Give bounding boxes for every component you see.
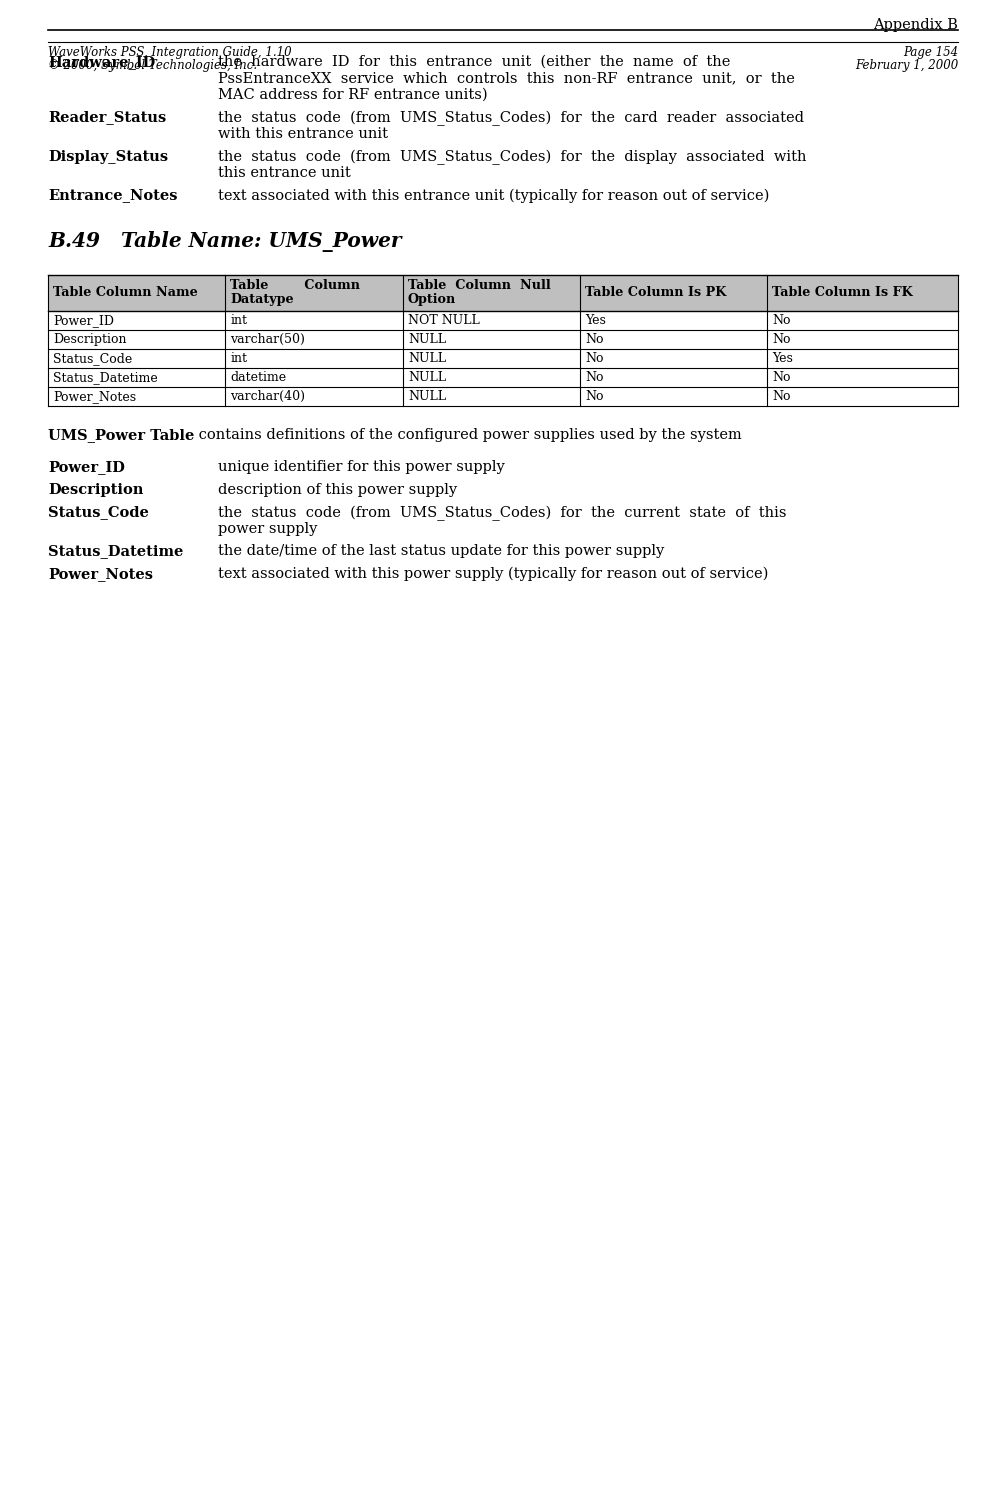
Text: with this entrance unit: with this entrance unit: [218, 127, 388, 140]
Text: Power_Notes: Power_Notes: [48, 568, 153, 581]
Text: Power_ID: Power_ID: [48, 460, 125, 475]
Text: the  hardware  ID  for  this  entrance  unit  (either  the  name  of  the: the hardware ID for this entrance unit (…: [218, 55, 731, 69]
Text: MAC address for RF entrance units): MAC address for RF entrance units): [218, 88, 488, 102]
Text: UMS_Power Table: UMS_Power Table: [48, 427, 194, 442]
Text: datetime: datetime: [231, 371, 286, 384]
Text: contains definitions of the configured power supplies used by the system: contains definitions of the configured p…: [194, 427, 742, 442]
Text: NULL: NULL: [408, 333, 446, 347]
Text: Status_Code: Status_Code: [53, 353, 133, 365]
Text: Datatype: Datatype: [231, 293, 294, 306]
Text: the date/time of the last status update for this power supply: the date/time of the last status update …: [218, 544, 664, 559]
Text: the  status  code  (from  UMS_Status_Codes)  for  the  display  associated  with: the status code (from UMS_Status_Codes) …: [218, 149, 807, 164]
Text: Table        Column: Table Column: [231, 278, 360, 291]
Text: PssEntranceXX  service  which  controls  this  non-RF  entrance  unit,  or  the: PssEntranceXX service which controls thi…: [218, 72, 795, 85]
Text: Entrance_Notes: Entrance_Notes: [48, 188, 177, 203]
Text: the  status  code  (from  UMS_Status_Codes)  for  the  card  reader  associated: the status code (from UMS_Status_Codes) …: [218, 111, 804, 125]
Text: int: int: [231, 314, 248, 327]
Text: No: No: [585, 353, 604, 365]
Text: No: No: [772, 314, 790, 327]
Text: Yes: Yes: [772, 353, 793, 365]
Text: NOT NULL: NOT NULL: [408, 314, 479, 327]
Text: Option: Option: [408, 293, 456, 306]
Text: Description: Description: [53, 333, 127, 347]
Text: Hardware_ID: Hardware_ID: [48, 55, 155, 69]
Text: No: No: [772, 371, 790, 384]
Text: the  status  code  (from  UMS_Status_Codes)  for  the  current  state  of  this: the status code (from UMS_Status_Codes) …: [218, 505, 786, 521]
Text: text associated with this power supply (typically for reason out of service): text associated with this power supply (…: [218, 568, 768, 581]
Text: B.49   Table Name: UMS_Power: B.49 Table Name: UMS_Power: [48, 232, 402, 252]
Text: NULL: NULL: [408, 371, 446, 384]
Text: Status_Datetime: Status_Datetime: [48, 544, 183, 559]
Text: Description: Description: [48, 483, 144, 498]
Text: No: No: [772, 333, 790, 347]
Text: text associated with this entrance unit (typically for reason out of service): text associated with this entrance unit …: [218, 188, 769, 203]
Text: NULL: NULL: [408, 390, 446, 403]
Text: this entrance unit: this entrance unit: [218, 166, 350, 179]
Text: No: No: [585, 371, 604, 384]
Text: Power_ID: Power_ID: [53, 314, 114, 327]
Text: Table Column Name: Table Column Name: [53, 287, 198, 299]
Text: description of this power supply: description of this power supply: [218, 483, 457, 498]
Text: Page 154: Page 154: [903, 46, 958, 58]
Text: Status_Datetime: Status_Datetime: [53, 371, 157, 384]
Bar: [48, 275, 958, 311]
Text: WaveWorks PSS, Integration Guide, 1.10: WaveWorks PSS, Integration Guide, 1.10: [48, 46, 292, 58]
Text: Reader_Status: Reader_Status: [48, 111, 166, 124]
Text: No: No: [585, 333, 604, 347]
Text: int: int: [231, 353, 248, 365]
Text: varchar(40): varchar(40): [231, 390, 306, 403]
Text: © 2000, Symbol Technologies, Inc.: © 2000, Symbol Technologies, Inc.: [48, 58, 257, 72]
Text: Yes: Yes: [585, 314, 606, 327]
Text: Table  Column  Null: Table Column Null: [408, 278, 550, 291]
Text: Table Column Is FK: Table Column Is FK: [772, 287, 913, 299]
Text: power supply: power supply: [218, 521, 318, 536]
Text: varchar(50): varchar(50): [231, 333, 305, 347]
Text: Power_Notes: Power_Notes: [53, 390, 137, 403]
Text: Appendix B: Appendix B: [873, 18, 958, 31]
Text: unique identifier for this power supply: unique identifier for this power supply: [218, 460, 505, 475]
Text: Table Column Is PK: Table Column Is PK: [585, 287, 727, 299]
Text: Display_Status: Display_Status: [48, 149, 168, 163]
Text: NULL: NULL: [408, 353, 446, 365]
Text: No: No: [772, 390, 790, 403]
Text: Status_Code: Status_Code: [48, 505, 148, 520]
Text: February 1, 2000: February 1, 2000: [854, 58, 958, 72]
Text: No: No: [585, 390, 604, 403]
